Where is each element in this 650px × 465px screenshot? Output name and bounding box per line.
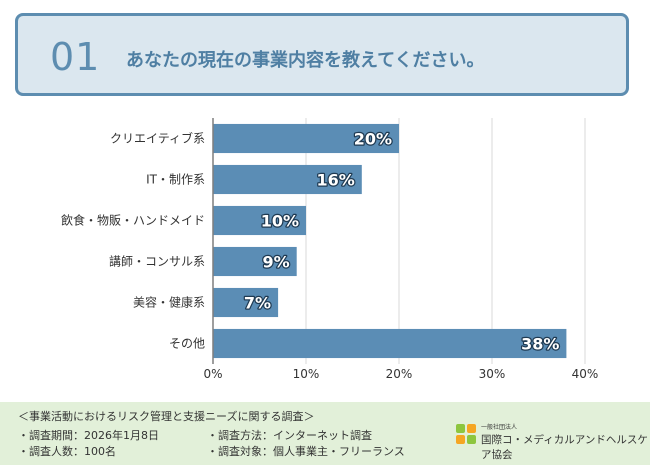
organization-type: 一般社団法人: [481, 424, 518, 431]
survey-target: ・調査対象：個人事業主・フリーランス: [207, 445, 405, 458]
data-label: 20%: [354, 130, 392, 149]
organization-logo-icon: [456, 424, 476, 444]
category-label: IT・制作系: [146, 173, 205, 187]
category-label: その他: [169, 337, 205, 351]
survey-period: ・調査期間：2026年1月8日: [18, 429, 159, 442]
category-label: 飲食・物販・ハンドメイド: [61, 213, 205, 228]
survey-title: ＜事業活動におけるリスク管理と支援ニーズに関する調査＞: [18, 410, 315, 423]
organization-name: 国際コ・メディカルアンドヘルスケア協会: [481, 434, 648, 461]
survey-footer: ＜事業活動におけるリスク管理と支援ニーズに関する調査＞ ・調査期間：2026年1…: [0, 402, 650, 465]
bar-chart: 0% 10% 20% 30% 40% クリエイティブ系 20% IT・制作系 16% 飲食・物販・…: [61, 118, 599, 381]
survey-method: ・調査方法：インターネット調査: [207, 429, 372, 442]
data-label: 7%: [244, 294, 271, 313]
bar: [213, 328, 567, 359]
data-label: 9%: [263, 253, 290, 272]
survey-count: ・調査人数：100名: [18, 445, 116, 458]
x-tick-label: 20%: [386, 367, 413, 381]
x-tick-label: 0%: [203, 367, 222, 381]
bar: [213, 287, 279, 318]
category-label: 美容・健康系: [133, 295, 205, 310]
category-label: クリエイティブ系: [110, 131, 205, 146]
x-tick-label: 40%: [572, 367, 599, 381]
bar: [213, 164, 362, 195]
question-number: 01: [50, 35, 101, 79]
x-tick-label: 30%: [479, 367, 506, 381]
x-tick-label: 10%: [293, 367, 320, 381]
category-label: 講師・コンサル系: [109, 254, 205, 269]
data-label: 10%: [261, 212, 299, 231]
data-label: 38%: [521, 335, 559, 354]
question-box: 01 あなたの現在の事業内容を教えてください。: [15, 13, 629, 96]
bar: [213, 123, 399, 154]
bar: [213, 205, 306, 236]
data-label: 16%: [317, 171, 355, 190]
bar: [213, 246, 297, 277]
question-text: あなたの現在の事業内容を教えてください。: [126, 50, 485, 71]
